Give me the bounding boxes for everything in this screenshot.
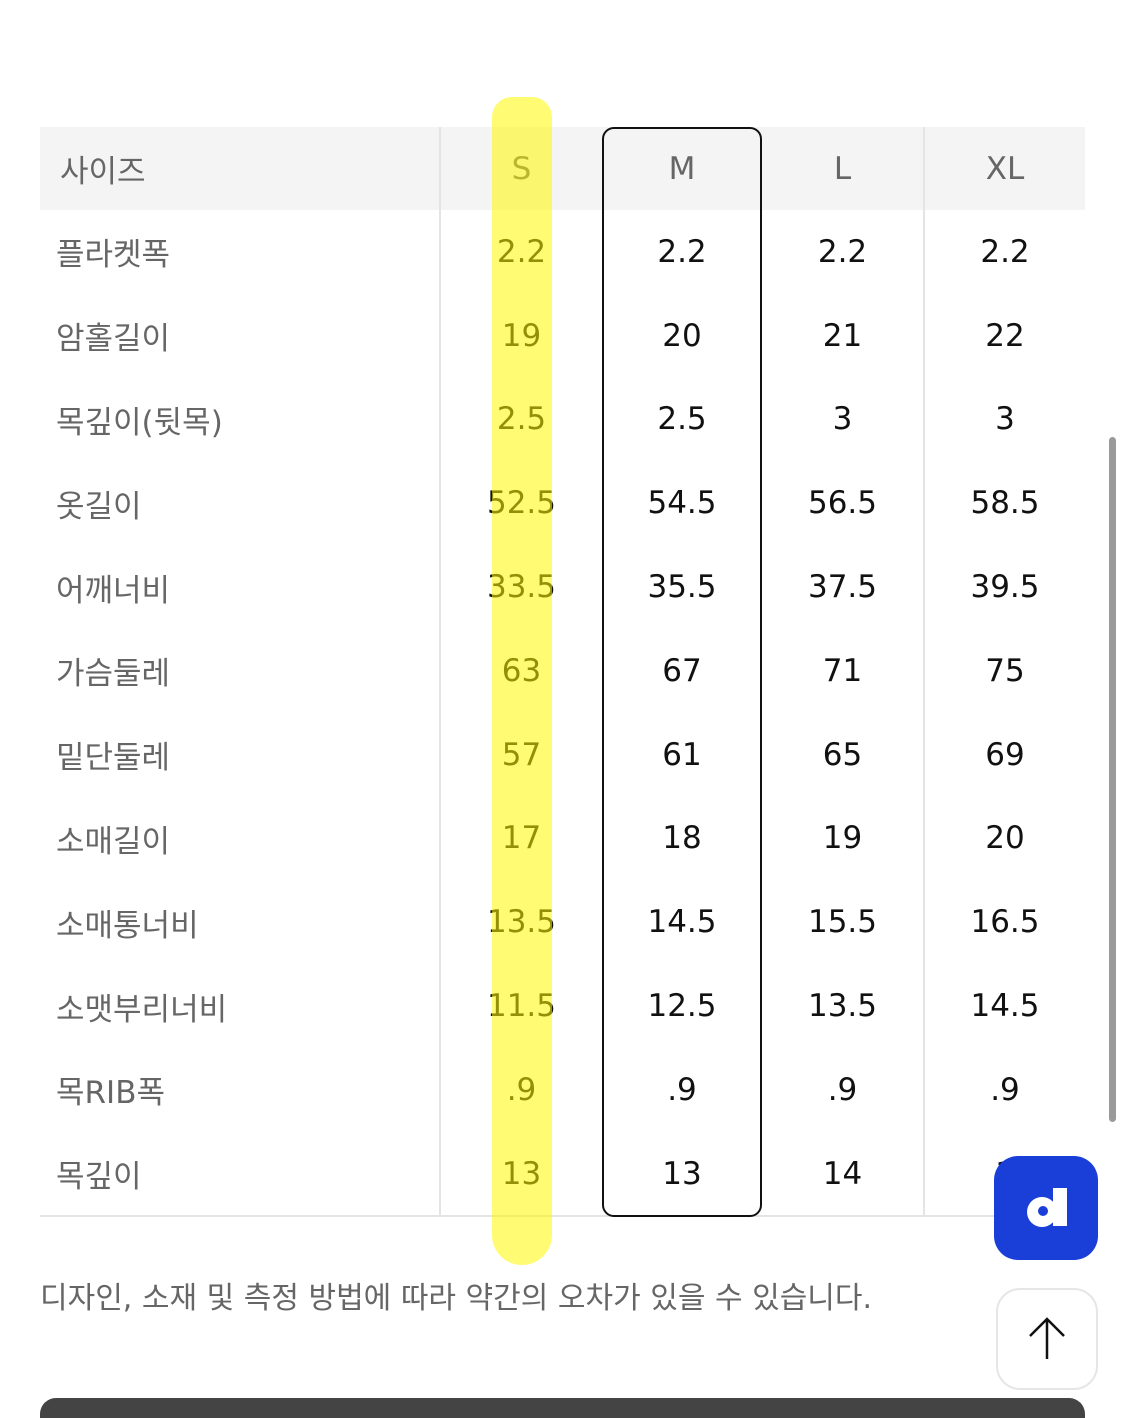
table-row: 소매길이 17 18 19 20 — [40, 796, 1085, 881]
arrow-up-icon — [1029, 1317, 1065, 1359]
value-xl: 3 — [995, 401, 1015, 438]
value-s: 63 — [501, 652, 542, 689]
row-label: 밑단둘레 — [40, 712, 441, 797]
table-row: 플라켓폭 2.2 2.2 2.2 2.2 — [40, 210, 1085, 294]
value-l: .9 — [762, 1047, 925, 1132]
table-row: 소맷부리너비 11.5 12.5 13.5 14.5 — [40, 964, 1085, 1048]
value-s: 13.5 — [486, 904, 557, 941]
value-s: 2.5 — [496, 401, 547, 438]
d-logo-icon — [1027, 1188, 1067, 1227]
value-l: 21 — [762, 293, 925, 378]
value-s: 57 — [501, 736, 542, 773]
row-label: 목RIB폭 — [40, 1047, 441, 1132]
table-row: 밑단둘레 57 61 65 69 — [40, 712, 1085, 797]
value-s: 52.5 — [486, 485, 557, 522]
value-m: 12.5 — [647, 988, 717, 1025]
bottom-bar — [40, 1398, 1085, 1418]
value-s: .9 — [506, 1071, 537, 1108]
row-label: 가슴둘레 — [40, 628, 441, 713]
table-row: 어깨너비 33.5 35.5 37.5 39.5 — [40, 545, 1085, 629]
value-l: 56.5 — [762, 461, 925, 546]
value-xl: .9 — [990, 1071, 1020, 1108]
value-m: 54.5 — [647, 485, 717, 522]
row-label: 목깊이(뒷목) — [40, 377, 441, 462]
value-m: 67 — [662, 652, 702, 689]
row-label: 옷길이 — [40, 461, 441, 546]
header-label: 사이즈 — [40, 127, 441, 210]
value-xl: 16.5 — [970, 904, 1040, 941]
row-label: 소매통너비 — [40, 880, 441, 965]
value-m: 35.5 — [647, 569, 717, 606]
value-l: 13.5 — [762, 964, 925, 1048]
value-s: 13 — [501, 1155, 542, 1192]
value-l: 71 — [762, 628, 925, 713]
table-bottom-divider — [40, 1215, 1085, 1217]
measurement-note: 디자인, 소재 및 측정 방법에 따라 약간의 오차가 있을 수 있습니다. — [40, 1281, 873, 1316]
value-l: 14 — [762, 1131, 925, 1216]
header-size-l: L — [762, 127, 925, 210]
value-s: 17 — [501, 820, 542, 857]
value-xl: 75 — [985, 652, 1025, 689]
table-header: 사이즈 S M L XL — [40, 127, 1085, 210]
header-size-xl: XL — [985, 150, 1025, 187]
value-s: 2.2 — [496, 233, 547, 270]
value-xl: 58.5 — [970, 485, 1040, 522]
header-size-s: S — [511, 150, 532, 187]
value-m: .9 — [667, 1071, 697, 1108]
value-xl: 69 — [985, 736, 1025, 773]
value-l: 19 — [762, 796, 925, 881]
value-m: 14.5 — [647, 904, 717, 941]
value-xl: 22 — [985, 317, 1025, 354]
value-l: 3 — [762, 377, 925, 462]
row-label: 플라켓폭 — [40, 210, 441, 294]
table-row: 옷길이 52.5 54.5 56.5 58.5 — [40, 461, 1085, 546]
value-xl: 39.5 — [970, 569, 1040, 606]
header-size-m: M — [668, 150, 696, 187]
size-table: 사이즈 S M L XL 플라켓폭 2.2 2.2 2.2 2.2 암홀길이 19 20 21 2… — [40, 127, 1085, 1216]
value-m: 20 — [662, 317, 702, 354]
value-s: 33.5 — [486, 569, 557, 606]
value-l: 65 — [762, 712, 925, 797]
table-row: 소매통너비 13.5 14.5 15.5 16.5 — [40, 880, 1085, 965]
row-label: 소맷부리너비 — [40, 964, 441, 1048]
value-m: 61 — [662, 736, 702, 773]
value-s: 19 — [501, 317, 542, 354]
table-row: 목깊이(뒷목) 2.5 2.5 3 3 — [40, 377, 1085, 462]
value-m: 2.2 — [657, 233, 707, 270]
row-label: 어깨너비 — [40, 545, 441, 629]
value-l: 37.5 — [762, 545, 925, 629]
table-row: 가슴둘레 63 67 71 75 — [40, 628, 1085, 713]
value-xl: 2.2 — [980, 233, 1030, 270]
value-s: 11.5 — [486, 988, 557, 1025]
scrollbar[interactable] — [1109, 437, 1116, 1122]
value-m: 13 — [662, 1155, 702, 1192]
app-button[interactable] — [994, 1156, 1098, 1260]
value-xl: 20 — [985, 820, 1025, 857]
row-label: 목깊이 — [40, 1131, 441, 1216]
table-row: 암홀길이 19 20 21 22 — [40, 293, 1085, 378]
value-l: 15.5 — [762, 880, 925, 965]
row-label: 소매길이 — [40, 796, 441, 881]
value-xl: 14.5 — [970, 988, 1040, 1025]
row-label: 암홀길이 — [40, 293, 441, 378]
value-l: 2.2 — [762, 210, 925, 294]
table-row: 목깊이1313141 — [40, 1131, 1085, 1216]
scroll-to-top-button[interactable] — [996, 1288, 1098, 1390]
table-row: 목RIB폭 .9 .9 .9 .9 — [40, 1047, 1085, 1132]
value-m: 2.5 — [657, 401, 707, 438]
value-m: 18 — [662, 820, 702, 857]
